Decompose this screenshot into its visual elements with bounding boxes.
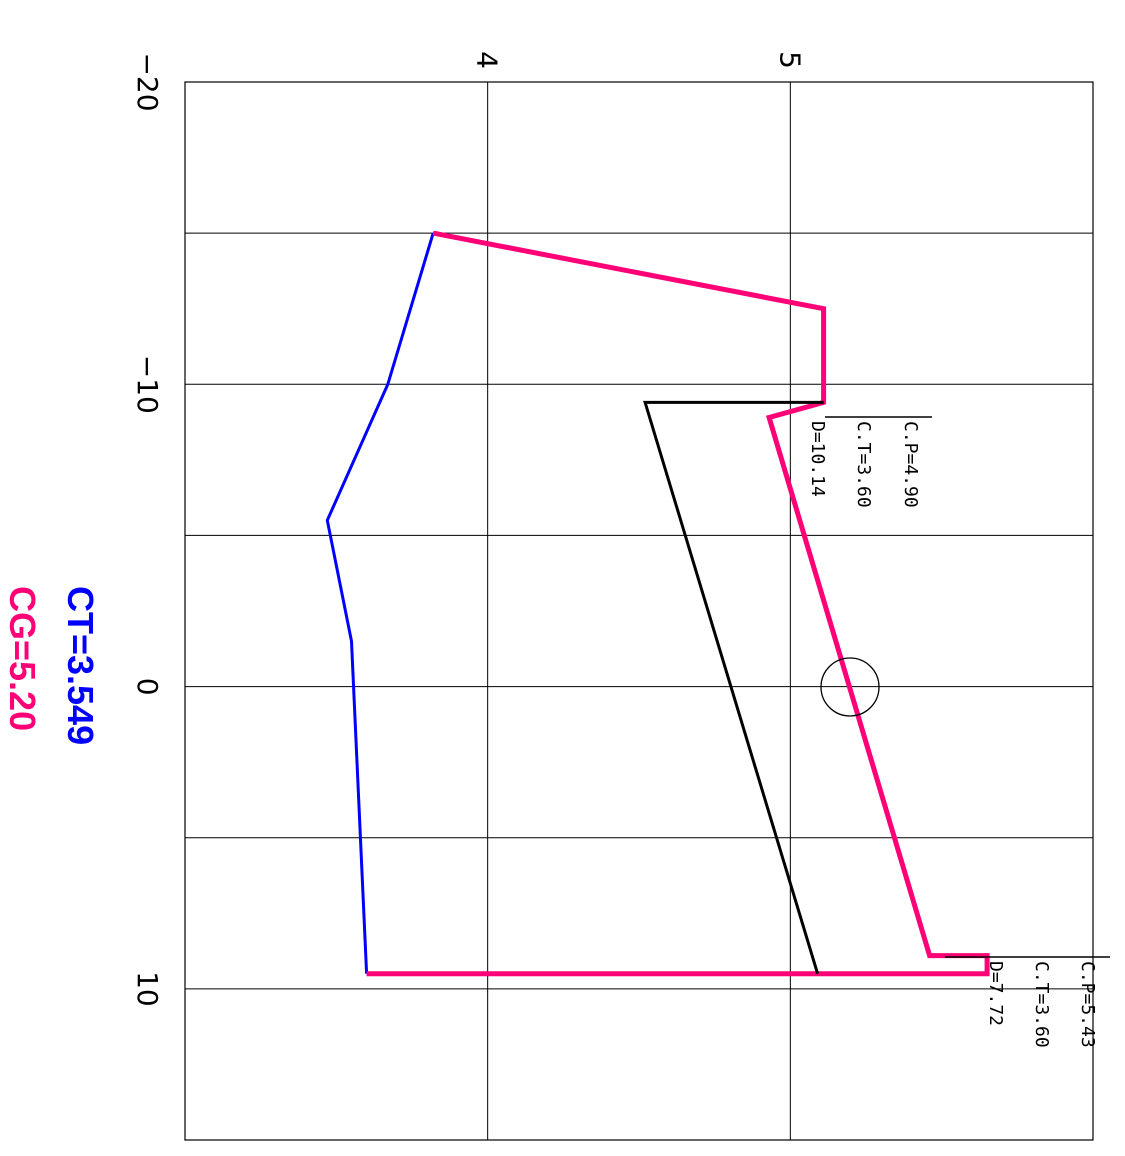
series-line-2 (643, 400, 824, 975)
series-line-1 (366, 230, 990, 977)
annotation-text: D=10.14 (807, 421, 828, 497)
x-tick-label: −10 (131, 355, 164, 414)
cg-label: CG=5.20 (2, 586, 43, 731)
plot-frame (184, 81, 1094, 1141)
series (325, 230, 990, 977)
y-tick-label: 5 (773, 51, 806, 69)
tick-labels: −20 −10 0 10 4 5 (131, 51, 806, 1007)
x-tick-label: −20 (131, 52, 164, 111)
x-tick-label: 0 (131, 678, 164, 696)
annotation-text: C.T=3.60 (853, 421, 874, 508)
x-tick-label: 10 (131, 971, 164, 1007)
summary: CT=3.549 CG=5.20 (2, 586, 101, 745)
annotation-text: C.T=3.60 (1031, 961, 1052, 1048)
series-line-0 (325, 232, 435, 974)
center-marker (820, 657, 880, 717)
annotation-text: C.P=4.90 (900, 421, 921, 508)
annotations: C.P=4.90 C.T=3.60 D=10.14 C.P=5.43 C.T=3.60 D… (807, 416, 1110, 1048)
annotation-text: D=7.72 (985, 961, 1006, 1026)
grid (184, 81, 1094, 1141)
annotation-text: C.P=5.43 (1077, 961, 1098, 1048)
ct-label: CT=3.549 (60, 586, 101, 745)
y-tick-label: 4 (471, 51, 504, 69)
